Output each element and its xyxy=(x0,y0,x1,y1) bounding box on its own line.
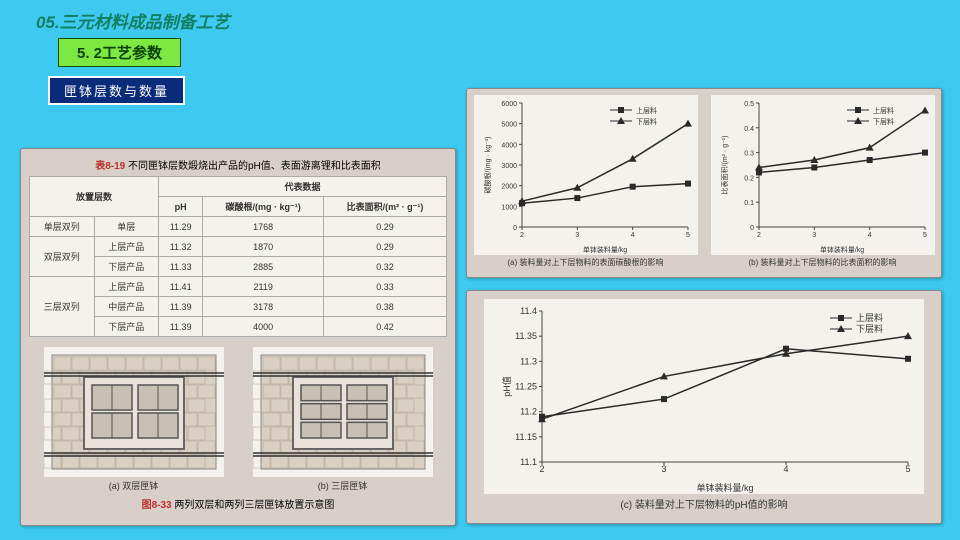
svg-text:11.2: 11.2 xyxy=(520,407,537,417)
svg-text:0.5: 0.5 xyxy=(744,101,754,108)
svg-text:下层料: 下层料 xyxy=(636,117,657,126)
chart-b: 0 0.1 0.2 0.3 0.4 0.5 2 3 4 5 单钵装料量/kg 比表面积/(m² · g… xyxy=(704,89,941,277)
svg-text:2: 2 xyxy=(757,232,761,239)
top-charts-panel: 0 1000 2000 3000 4000 5000 6000 2 3 4 5 单钵装料量/kg 碳酸根… xyxy=(466,88,942,278)
svg-text:11.1: 11.1 xyxy=(520,457,537,467)
svg-text:5: 5 xyxy=(905,464,910,474)
table-diagram-panel: 表8-19 不同匣钵层数煅烧出产品的pH值、表面游离锂和比表面积 放置层数 代表… xyxy=(20,148,456,526)
svg-text:3: 3 xyxy=(661,464,666,474)
svg-text:下层料: 下层料 xyxy=(856,323,883,334)
chart-a-svg: 0 1000 2000 3000 4000 5000 6000 2 3 4 5 单钵装料量/kg 碳酸根… xyxy=(474,95,698,255)
svg-text:2000: 2000 xyxy=(501,184,517,191)
svg-text:4000: 4000 xyxy=(501,142,517,149)
diagram-row: (a) 双层匣钵 (b) 三层匣钵 xyxy=(29,347,447,492)
svg-text:下层料: 下层料 xyxy=(873,117,894,126)
svg-text:5: 5 xyxy=(686,232,690,239)
figure-caption: 图8-33 两列双层和两列三层匣钵放置示意图 xyxy=(29,496,447,511)
diagram-b-svg xyxy=(253,347,433,477)
svg-text:4: 4 xyxy=(867,232,871,239)
svg-text:3: 3 xyxy=(812,232,816,239)
topic-tag: 匣钵层数与数量 xyxy=(48,76,185,105)
svg-text:pH值: pH值 xyxy=(501,376,512,397)
svg-text:上层料: 上层料 xyxy=(636,106,657,115)
svg-text:1000: 1000 xyxy=(501,204,517,211)
svg-text:11.15: 11.15 xyxy=(515,432,537,442)
data-table: 放置层数 代表数据 pH碳酸根/(mg · kg⁻¹)比表面积/(m² · g⁻… xyxy=(29,176,447,337)
svg-text:单钵装料量/kg: 单钵装料量/kg xyxy=(582,245,626,254)
svg-text:3000: 3000 xyxy=(501,163,517,170)
table-title: 表8-19 不同匣钵层数煅烧出产品的pH值、表面游离锂和比表面积 xyxy=(29,157,447,172)
svg-text:5: 5 xyxy=(923,232,927,239)
bottom-chart-panel: 11.1 11.15 11.2 11.25 11.3 11.35 11.4 2 3 4 5 单钵装料量… xyxy=(466,290,942,524)
svg-text:比表面积/(m² · g⁻¹): 比表面积/(m² · g⁻¹) xyxy=(720,136,729,195)
svg-text:0.1: 0.1 xyxy=(744,200,754,207)
svg-text:11.25: 11.25 xyxy=(515,382,537,392)
chart-a: 0 1000 2000 3000 4000 5000 6000 2 3 4 5 单钵装料量/kg 碳酸根… xyxy=(467,89,704,277)
svg-text:2: 2 xyxy=(520,232,524,239)
svg-text:上层料: 上层料 xyxy=(873,106,894,115)
page-header: 05.三元材料成品制备工艺 xyxy=(36,8,230,33)
svg-text:5000: 5000 xyxy=(501,122,517,129)
svg-text:0.2: 0.2 xyxy=(744,175,754,182)
svg-text:单钵装料量/kg: 单钵装料量/kg xyxy=(696,482,753,493)
svg-text:2: 2 xyxy=(539,464,544,474)
diagram-b: (b) 三层匣钵 xyxy=(253,347,433,492)
svg-text:4: 4 xyxy=(630,232,634,239)
diagram-a-svg xyxy=(44,347,224,477)
svg-text:0: 0 xyxy=(513,225,517,232)
section-subheader: 5. 2工艺参数 xyxy=(58,38,181,67)
svg-text:4: 4 xyxy=(783,464,788,474)
svg-text:0.3: 0.3 xyxy=(744,151,754,158)
svg-text:6000: 6000 xyxy=(501,101,517,108)
svg-text:3: 3 xyxy=(575,232,579,239)
svg-text:11.3: 11.3 xyxy=(520,356,537,366)
chart-b-svg: 0 0.1 0.2 0.3 0.4 0.5 2 3 4 5 单钵装料量/kg 比表面积/(m² · g… xyxy=(711,95,935,255)
svg-text:碳酸根/(mg · kg⁻¹): 碳酸根/(mg · kg⁻¹) xyxy=(483,137,492,194)
svg-text:单钵装料量/kg: 单钵装料量/kg xyxy=(819,245,863,254)
svg-text:11.35: 11.35 xyxy=(515,331,537,341)
svg-text:上层料: 上层料 xyxy=(856,312,883,323)
svg-text:0.4: 0.4 xyxy=(744,126,754,133)
chart-c-svg: 11.1 11.15 11.2 11.25 11.3 11.35 11.4 2 3 4 5 单钵装料量… xyxy=(484,299,924,494)
svg-text:11.4: 11.4 xyxy=(520,306,537,316)
svg-text:0: 0 xyxy=(750,225,754,232)
diagram-a: (a) 双层匣钵 xyxy=(44,347,224,492)
